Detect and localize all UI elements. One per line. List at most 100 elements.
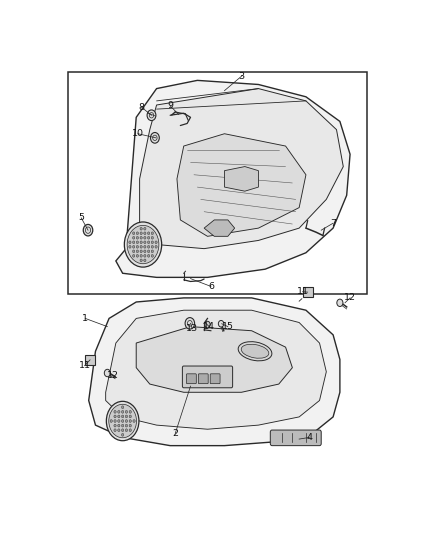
- Circle shape: [136, 254, 138, 257]
- Circle shape: [124, 222, 162, 267]
- Circle shape: [125, 429, 127, 432]
- Text: 13: 13: [186, 324, 198, 333]
- Circle shape: [133, 254, 135, 257]
- Circle shape: [110, 419, 113, 422]
- Circle shape: [151, 245, 153, 248]
- Circle shape: [155, 245, 157, 248]
- Circle shape: [151, 133, 159, 143]
- Circle shape: [140, 259, 142, 262]
- Text: 8: 8: [138, 102, 144, 111]
- Text: 4: 4: [306, 433, 312, 442]
- FancyBboxPatch shape: [198, 374, 208, 384]
- Circle shape: [121, 429, 124, 432]
- Polygon shape: [224, 166, 258, 191]
- Bar: [68, 72, 367, 294]
- Circle shape: [83, 224, 93, 236]
- Polygon shape: [204, 220, 235, 236]
- Circle shape: [144, 241, 146, 244]
- Circle shape: [136, 245, 138, 248]
- Circle shape: [133, 237, 135, 239]
- Circle shape: [151, 241, 153, 244]
- Circle shape: [121, 415, 124, 418]
- Text: 12: 12: [106, 372, 118, 381]
- Circle shape: [125, 424, 127, 427]
- Circle shape: [136, 232, 138, 235]
- Circle shape: [136, 237, 138, 239]
- Circle shape: [148, 241, 150, 244]
- Circle shape: [121, 406, 124, 409]
- Circle shape: [121, 410, 124, 413]
- Circle shape: [133, 419, 135, 422]
- Circle shape: [104, 369, 110, 377]
- Text: 5: 5: [78, 213, 84, 222]
- Circle shape: [136, 241, 138, 244]
- Circle shape: [144, 254, 146, 257]
- Circle shape: [125, 410, 127, 413]
- Text: 1: 1: [82, 314, 88, 323]
- FancyBboxPatch shape: [85, 354, 95, 365]
- Polygon shape: [177, 134, 306, 236]
- Circle shape: [125, 419, 127, 422]
- Circle shape: [219, 320, 224, 327]
- Circle shape: [109, 404, 137, 438]
- Text: 11: 11: [79, 361, 91, 370]
- Text: 15: 15: [222, 322, 234, 331]
- Circle shape: [140, 250, 142, 253]
- Circle shape: [144, 228, 146, 230]
- Circle shape: [129, 429, 131, 432]
- Text: 9: 9: [167, 101, 173, 110]
- Circle shape: [148, 237, 150, 239]
- Text: 3: 3: [238, 72, 244, 81]
- Text: 2: 2: [172, 429, 178, 438]
- FancyBboxPatch shape: [303, 287, 313, 297]
- Circle shape: [140, 241, 142, 244]
- Circle shape: [140, 237, 142, 239]
- Text: 14: 14: [203, 322, 215, 331]
- Circle shape: [205, 321, 210, 328]
- Circle shape: [129, 419, 131, 422]
- Circle shape: [337, 299, 343, 306]
- Circle shape: [144, 237, 146, 239]
- Circle shape: [129, 415, 131, 418]
- Circle shape: [114, 429, 116, 432]
- Circle shape: [121, 419, 124, 422]
- Circle shape: [129, 241, 131, 244]
- Text: 10: 10: [132, 129, 144, 138]
- Circle shape: [129, 410, 131, 413]
- Circle shape: [129, 424, 131, 427]
- FancyBboxPatch shape: [210, 374, 220, 384]
- Circle shape: [114, 419, 116, 422]
- Circle shape: [127, 225, 159, 264]
- Circle shape: [185, 318, 194, 329]
- Polygon shape: [88, 298, 340, 446]
- Polygon shape: [140, 88, 343, 248]
- Circle shape: [118, 419, 120, 422]
- FancyBboxPatch shape: [187, 374, 196, 384]
- Circle shape: [125, 415, 127, 418]
- Text: 12: 12: [344, 293, 356, 302]
- Circle shape: [129, 245, 131, 248]
- Circle shape: [148, 232, 150, 235]
- Circle shape: [148, 245, 150, 248]
- Circle shape: [114, 410, 116, 413]
- Circle shape: [118, 424, 120, 427]
- Circle shape: [118, 415, 120, 418]
- Polygon shape: [116, 80, 350, 277]
- Circle shape: [144, 245, 146, 248]
- FancyBboxPatch shape: [182, 366, 233, 388]
- Circle shape: [133, 232, 135, 235]
- Circle shape: [144, 232, 146, 235]
- Circle shape: [121, 424, 124, 427]
- Ellipse shape: [241, 344, 269, 358]
- Circle shape: [140, 245, 142, 248]
- Circle shape: [121, 433, 124, 436]
- Circle shape: [151, 250, 153, 253]
- Polygon shape: [106, 310, 326, 429]
- Circle shape: [140, 254, 142, 257]
- Circle shape: [106, 401, 139, 441]
- Circle shape: [114, 424, 116, 427]
- Ellipse shape: [238, 342, 272, 361]
- FancyBboxPatch shape: [270, 430, 321, 446]
- Circle shape: [118, 429, 120, 432]
- Text: 11: 11: [297, 287, 308, 296]
